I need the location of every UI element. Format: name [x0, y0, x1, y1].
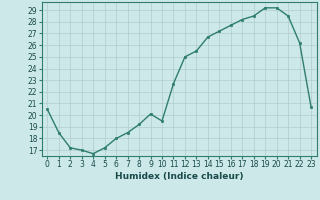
X-axis label: Humidex (Indice chaleur): Humidex (Indice chaleur) [115, 172, 244, 181]
